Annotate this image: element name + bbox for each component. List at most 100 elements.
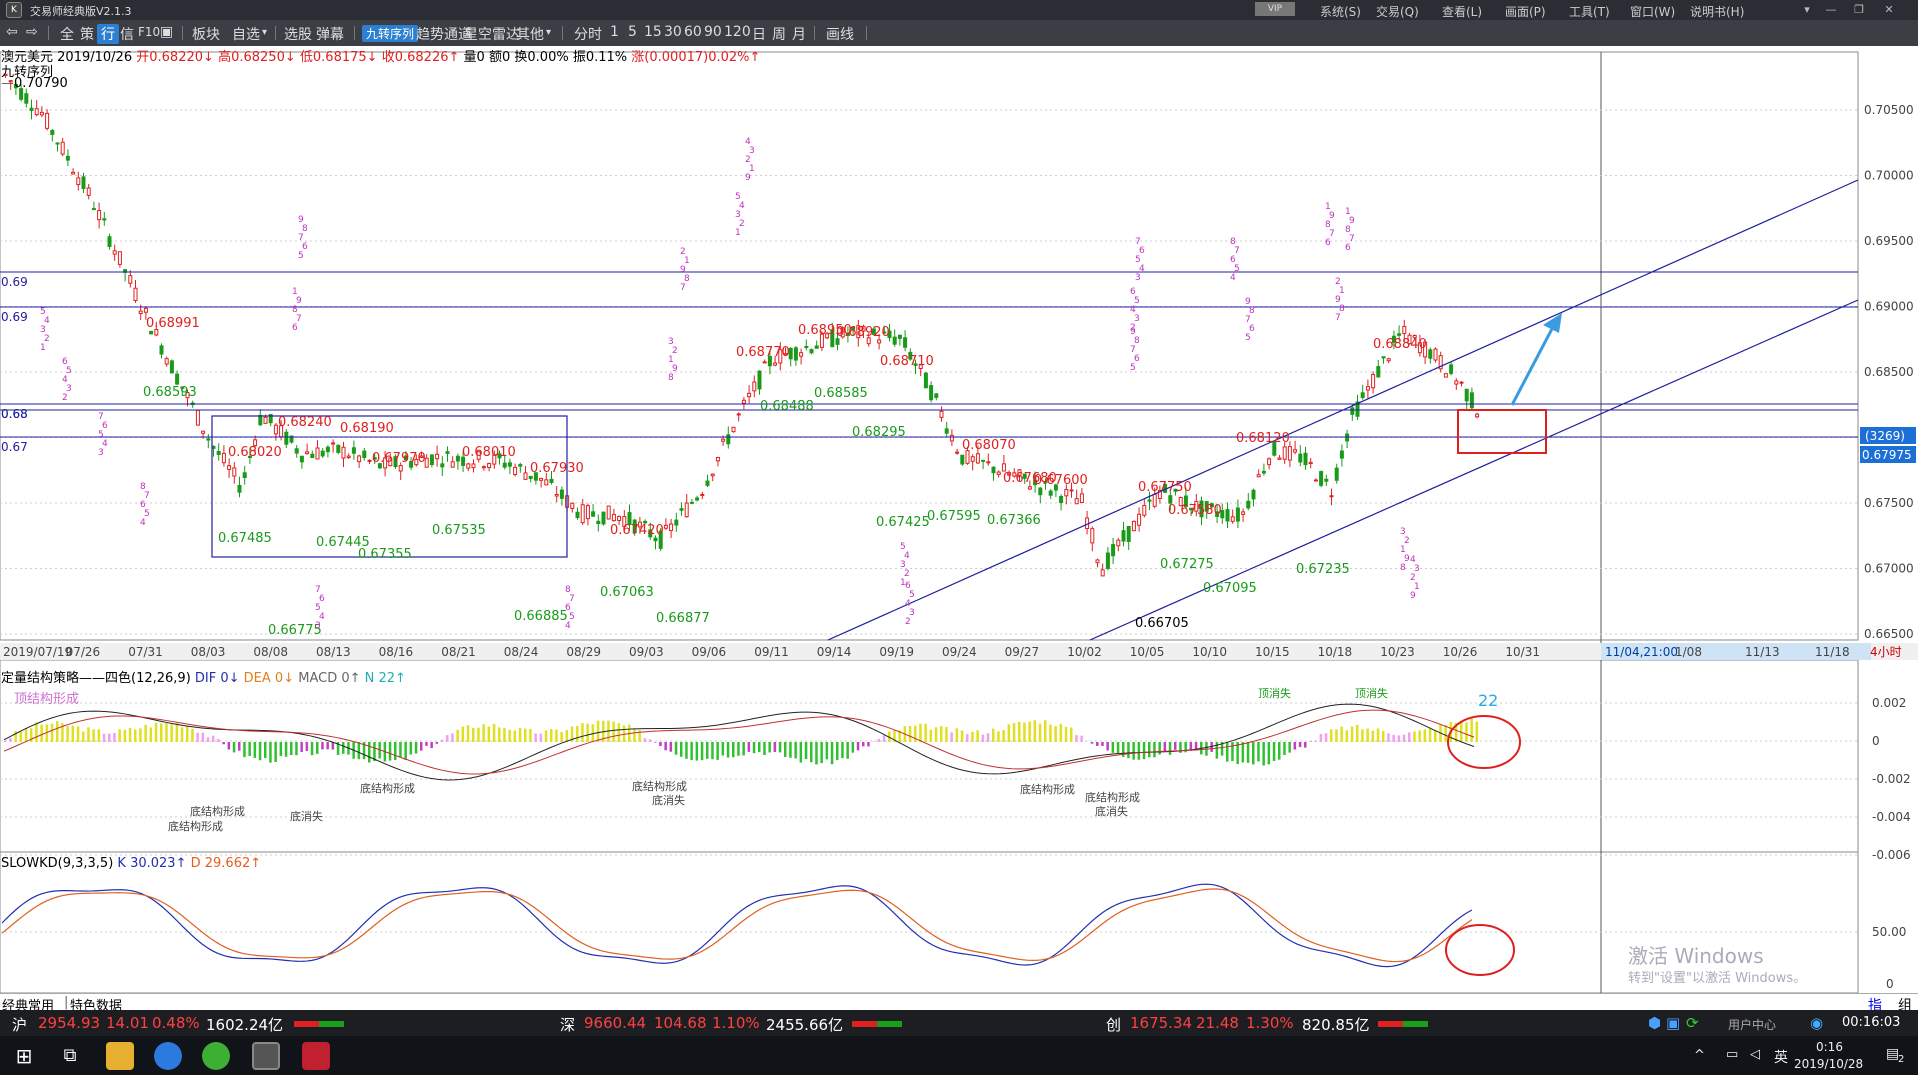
date-tick: 11/13 [1745,645,1780,659]
candle-body [107,236,112,247]
close-icon[interactable]: ✕ [1884,3,1894,16]
macd-histogram-bar [290,742,293,756]
period-intraday[interactable]: 分时 [574,27,602,43]
tool-screener[interactable]: 选股 [284,27,312,43]
vip-badge[interactable]: VIP [1255,2,1295,16]
wechat-icon[interactable] [202,1042,230,1070]
macd-histogram-bar [238,742,241,751]
candle-body [492,454,497,465]
candle-body [1241,511,1246,515]
notification-icon[interactable]: ▤ [1886,1046,1900,1062]
period-day[interactable]: 日 [752,27,766,43]
windows-taskbar: ⊞ ⧉ ^ ▭ ◁ 英 0:16 2019/10/28 ▤ 2 [0,1036,1918,1075]
input-language[interactable]: 英 [1774,1050,1788,1066]
file-explorer-icon[interactable] [106,1042,134,1070]
candle-body [949,434,954,442]
dropdown-icon[interactable]: ▾ [1804,3,1810,16]
layout-icon[interactable]: ▣ [160,24,174,40]
tool-f10[interactable]: F10 [138,25,161,39]
tool-sector[interactable]: 板块 [192,27,220,43]
shield-icon[interactable]: ⬢ [1648,1014,1662,1032]
candle-body [1334,467,1339,481]
macd-histogram-bar [950,732,953,742]
tool-star-radar[interactable]: 星空雷达 [464,27,520,43]
menu-view[interactable]: 查看(L) [1442,5,1483,19]
price-callout: 0.68991 [146,316,200,331]
macd-histogram-bar [128,727,132,742]
candle-body [1293,449,1298,453]
trading-app-icon[interactable] [252,1042,280,1070]
tool-draw[interactable]: 画线 [826,27,854,43]
tool-strategy[interactable]: 策 [80,27,94,43]
period-15[interactable]: 15 [644,24,662,40]
period-120[interactable]: 120 [724,24,751,40]
date-tick: 08/03 [191,645,226,659]
menu-window[interactable]: 窗口(W) [1630,5,1676,19]
menu-trade[interactable]: 交易(Q) [1376,5,1419,19]
tool-trend-channel[interactable]: 趋势通道 [416,27,472,43]
restore-icon[interactable]: ❐ [1854,3,1864,16]
sequence-count: 1 [684,256,690,266]
start-icon[interactable]: ⊞ [15,1044,33,1068]
menu-manual[interactable]: 说明书(H) [1690,5,1745,19]
status-clock: 00:16:03 [1842,1015,1901,1030]
volume-icon[interactable]: ◁ [1750,1047,1760,1062]
refresh-icon[interactable]: ⟳ [1686,1014,1699,1032]
macd-histogram-bar [1278,742,1281,760]
candle-body [1261,470,1266,474]
trading-app2-icon[interactable] [302,1042,330,1070]
macd-histogram-bar [503,728,506,742]
candle-body [284,431,289,445]
tool-watchlist[interactable]: 自选 [232,27,260,43]
macd-histogram-bar [1194,742,1198,750]
tray-chevron-icon[interactable]: ^ [1694,1048,1705,1063]
sequence-count: 9 [1335,295,1341,305]
macd-histogram-bar [1096,742,1099,746]
period-1[interactable]: 1 [610,24,619,40]
price-callout: 0.67535 [432,523,486,538]
period-90[interactable]: 90 [704,24,722,40]
tool-other[interactable]: 其他 [516,27,544,43]
chat-icon[interactable]: ▣ [1666,1014,1681,1032]
tool-all[interactable]: 全 [60,27,74,43]
user-center-link[interactable]: 用户中心 [1728,1018,1777,1032]
browser-icon[interactable] [154,1042,182,1070]
tool-info[interactable]: 信 [120,27,134,43]
menu-tools[interactable]: 工具(T) [1569,5,1610,19]
macd-histogram-bar [430,742,433,749]
chart-area[interactable]: 0.705000.700000.695000.690000.685000.680… [0,46,1918,993]
menu-system[interactable]: 系统(S) [1320,5,1361,19]
macd-histogram-bar [1418,730,1421,742]
macd-histogram-bar [1184,742,1187,753]
future-date-bg [1601,643,1871,660]
task-view-icon[interactable]: ⧉ [63,1045,77,1066]
macd-histogram-bar [186,726,189,742]
period-month[interactable]: 月 [792,27,806,43]
macd-histogram-bar [1137,742,1141,760]
macd-histogram-bar [279,742,283,757]
candle-body [996,471,1001,475]
candle-body [897,334,902,339]
period-5[interactable]: 5 [628,24,637,40]
chevron-down-icon[interactable]: ▾ [546,27,552,38]
sh-value: 2954.93 [38,1014,101,1032]
macd-histogram-bar [50,723,54,742]
tool-danmaku[interactable]: 弹幕 [316,27,344,43]
menu-screen[interactable]: 画面(P) [1505,5,1546,19]
tool-market[interactable]: 行 [97,24,119,44]
price-tick: 0.66500 [1864,627,1914,641]
minimize-icon[interactable]: — [1825,3,1837,16]
network-icon[interactable]: ▭ [1726,1047,1739,1062]
forward-icon[interactable]: ⇨ [26,24,38,40]
chevron-down-icon[interactable]: ▾ [262,27,268,38]
taskbar-date[interactable]: 2019/10/28 [1794,1057,1864,1071]
period-30[interactable]: 30 [664,24,682,40]
period-60[interactable]: 60 [684,24,702,40]
back-icon[interactable]: ⇦ [6,24,18,40]
macd-histogram-bar [680,742,683,757]
sequence-count: 5 [1134,296,1140,306]
tool-nine-sequence[interactable]: 九转序列 [362,25,419,42]
taskbar-time[interactable]: 0:16 [1816,1040,1843,1054]
period-week[interactable]: 周 [772,27,786,43]
cy-value: 1675.34 [1130,1014,1193,1032]
